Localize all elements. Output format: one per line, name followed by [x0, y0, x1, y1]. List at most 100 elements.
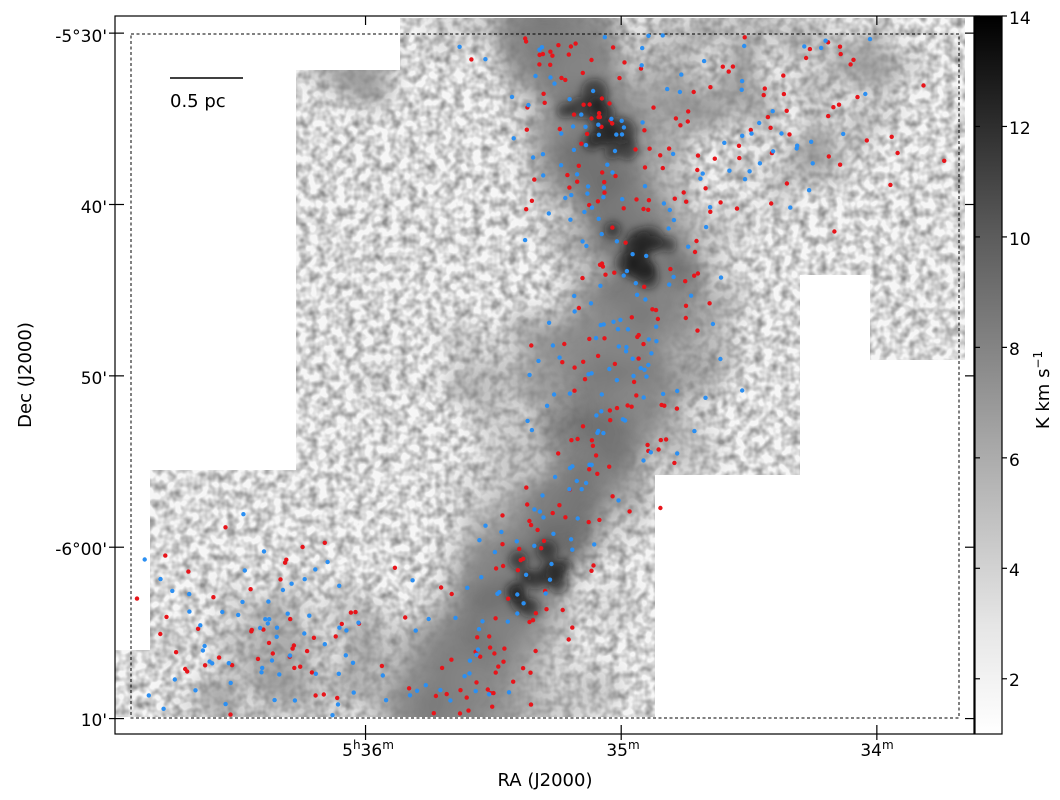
red-source-point	[617, 75, 622, 81]
red-source-point	[612, 270, 617, 275]
red-source-point	[576, 305, 582, 311]
red-source-point	[438, 585, 444, 590]
blue-source-point	[654, 324, 659, 329]
red-source-point	[610, 225, 615, 230]
red-source-point	[493, 616, 498, 621]
blue-source-point	[522, 237, 528, 243]
blue-source-point	[292, 698, 298, 703]
emission-blob	[248, 705, 292, 717]
colorbar-tick-labels: 2 4 6 8 10 12 14	[1009, 9, 1031, 691]
blue-source-point	[344, 628, 349, 633]
red-source-point	[529, 198, 535, 203]
blue-source-point	[521, 601, 526, 606]
blue-source-point	[546, 211, 551, 216]
blue-source-point	[727, 168, 732, 173]
emission-blob	[629, 255, 656, 282]
red-source-point	[761, 92, 766, 98]
blue-source-point	[170, 588, 175, 594]
red-source-point	[718, 200, 723, 205]
red-source-point	[557, 503, 562, 508]
blue-source-point	[818, 45, 824, 51]
emission-blob	[536, 539, 558, 561]
red-source-point	[668, 266, 673, 272]
red-source-point	[642, 165, 648, 170]
blue-source-point	[621, 273, 626, 278]
blue-source-point	[499, 529, 504, 535]
blue-source-point	[523, 572, 529, 577]
blue-source-point	[322, 642, 327, 647]
blue-source-point	[272, 697, 277, 703]
blue-source-point	[810, 161, 815, 166]
red-source-point	[300, 544, 305, 550]
red-source-point	[533, 611, 538, 616]
blue-source-point	[867, 36, 873, 42]
red-source-point	[695, 153, 701, 158]
red-source-point	[527, 518, 532, 524]
blue-source-point	[525, 418, 530, 424]
red-source-point	[603, 272, 608, 277]
blue-source-point	[569, 192, 574, 198]
blue-source-point	[336, 671, 341, 676]
blue-source-point	[640, 120, 645, 125]
red-source-point	[570, 625, 575, 630]
emission-blob	[508, 550, 529, 570]
red-source-point	[392, 565, 398, 570]
red-source-point	[769, 201, 774, 206]
red-source-point	[848, 62, 853, 67]
red-source-point	[621, 206, 626, 211]
red-source-point	[691, 89, 696, 95]
red-source-point	[595, 471, 600, 476]
red-source-point	[548, 49, 553, 54]
red-source-point	[650, 307, 655, 312]
red-source-point	[720, 64, 725, 69]
red-source-point	[502, 646, 507, 651]
emission-blob	[154, 631, 187, 663]
blue-source-point	[595, 430, 600, 436]
red-source-point	[249, 629, 254, 634]
red-source-point	[613, 173, 618, 179]
blue-source-point	[692, 428, 697, 434]
blue-source-point	[623, 349, 629, 354]
emission-blob	[616, 138, 639, 161]
y-tick-label: 50'	[81, 369, 107, 389]
blue-source-point	[302, 577, 307, 582]
red-source-point	[612, 361, 618, 367]
blue-source-point	[586, 372, 591, 377]
blue-source-point	[473, 688, 478, 694]
red-source-point	[762, 86, 767, 91]
red-source-point	[589, 438, 595, 443]
emission-blob	[451, 658, 469, 676]
blue-source-point	[610, 170, 615, 175]
blue-source-point	[380, 673, 385, 678]
blue-source-point	[614, 132, 619, 137]
red-source-point	[487, 634, 492, 639]
blue-source-point	[476, 627, 482, 632]
red-source-point	[584, 131, 590, 137]
red-source-point	[333, 634, 338, 639]
red-source-point	[622, 60, 627, 65]
blue-source-point	[666, 226, 671, 231]
blue-source-point	[537, 509, 543, 514]
red-source-point	[602, 336, 607, 341]
blue-source-point	[686, 244, 691, 249]
red-source-point	[572, 365, 577, 370]
blue-source-point	[641, 458, 646, 463]
emission-blob	[832, 49, 870, 87]
red-source-point	[595, 199, 601, 204]
blue-source-point	[630, 356, 635, 361]
blue-source-point	[742, 43, 747, 49]
blue-source-point	[287, 653, 293, 658]
red-source-point	[694, 238, 699, 244]
emission-blob	[781, 18, 828, 64]
red-source-point	[662, 403, 667, 408]
blue-source-point	[337, 625, 342, 630]
red-source-point	[651, 105, 656, 110]
red-source-point	[298, 664, 303, 669]
blue-source-point	[142, 557, 147, 562]
blue-source-point	[465, 585, 470, 590]
red-source-point	[544, 607, 549, 612]
red-source-point	[692, 273, 697, 278]
red-source-point	[449, 657, 454, 662]
emission-blob	[556, 102, 574, 119]
red-source-point	[569, 438, 574, 443]
